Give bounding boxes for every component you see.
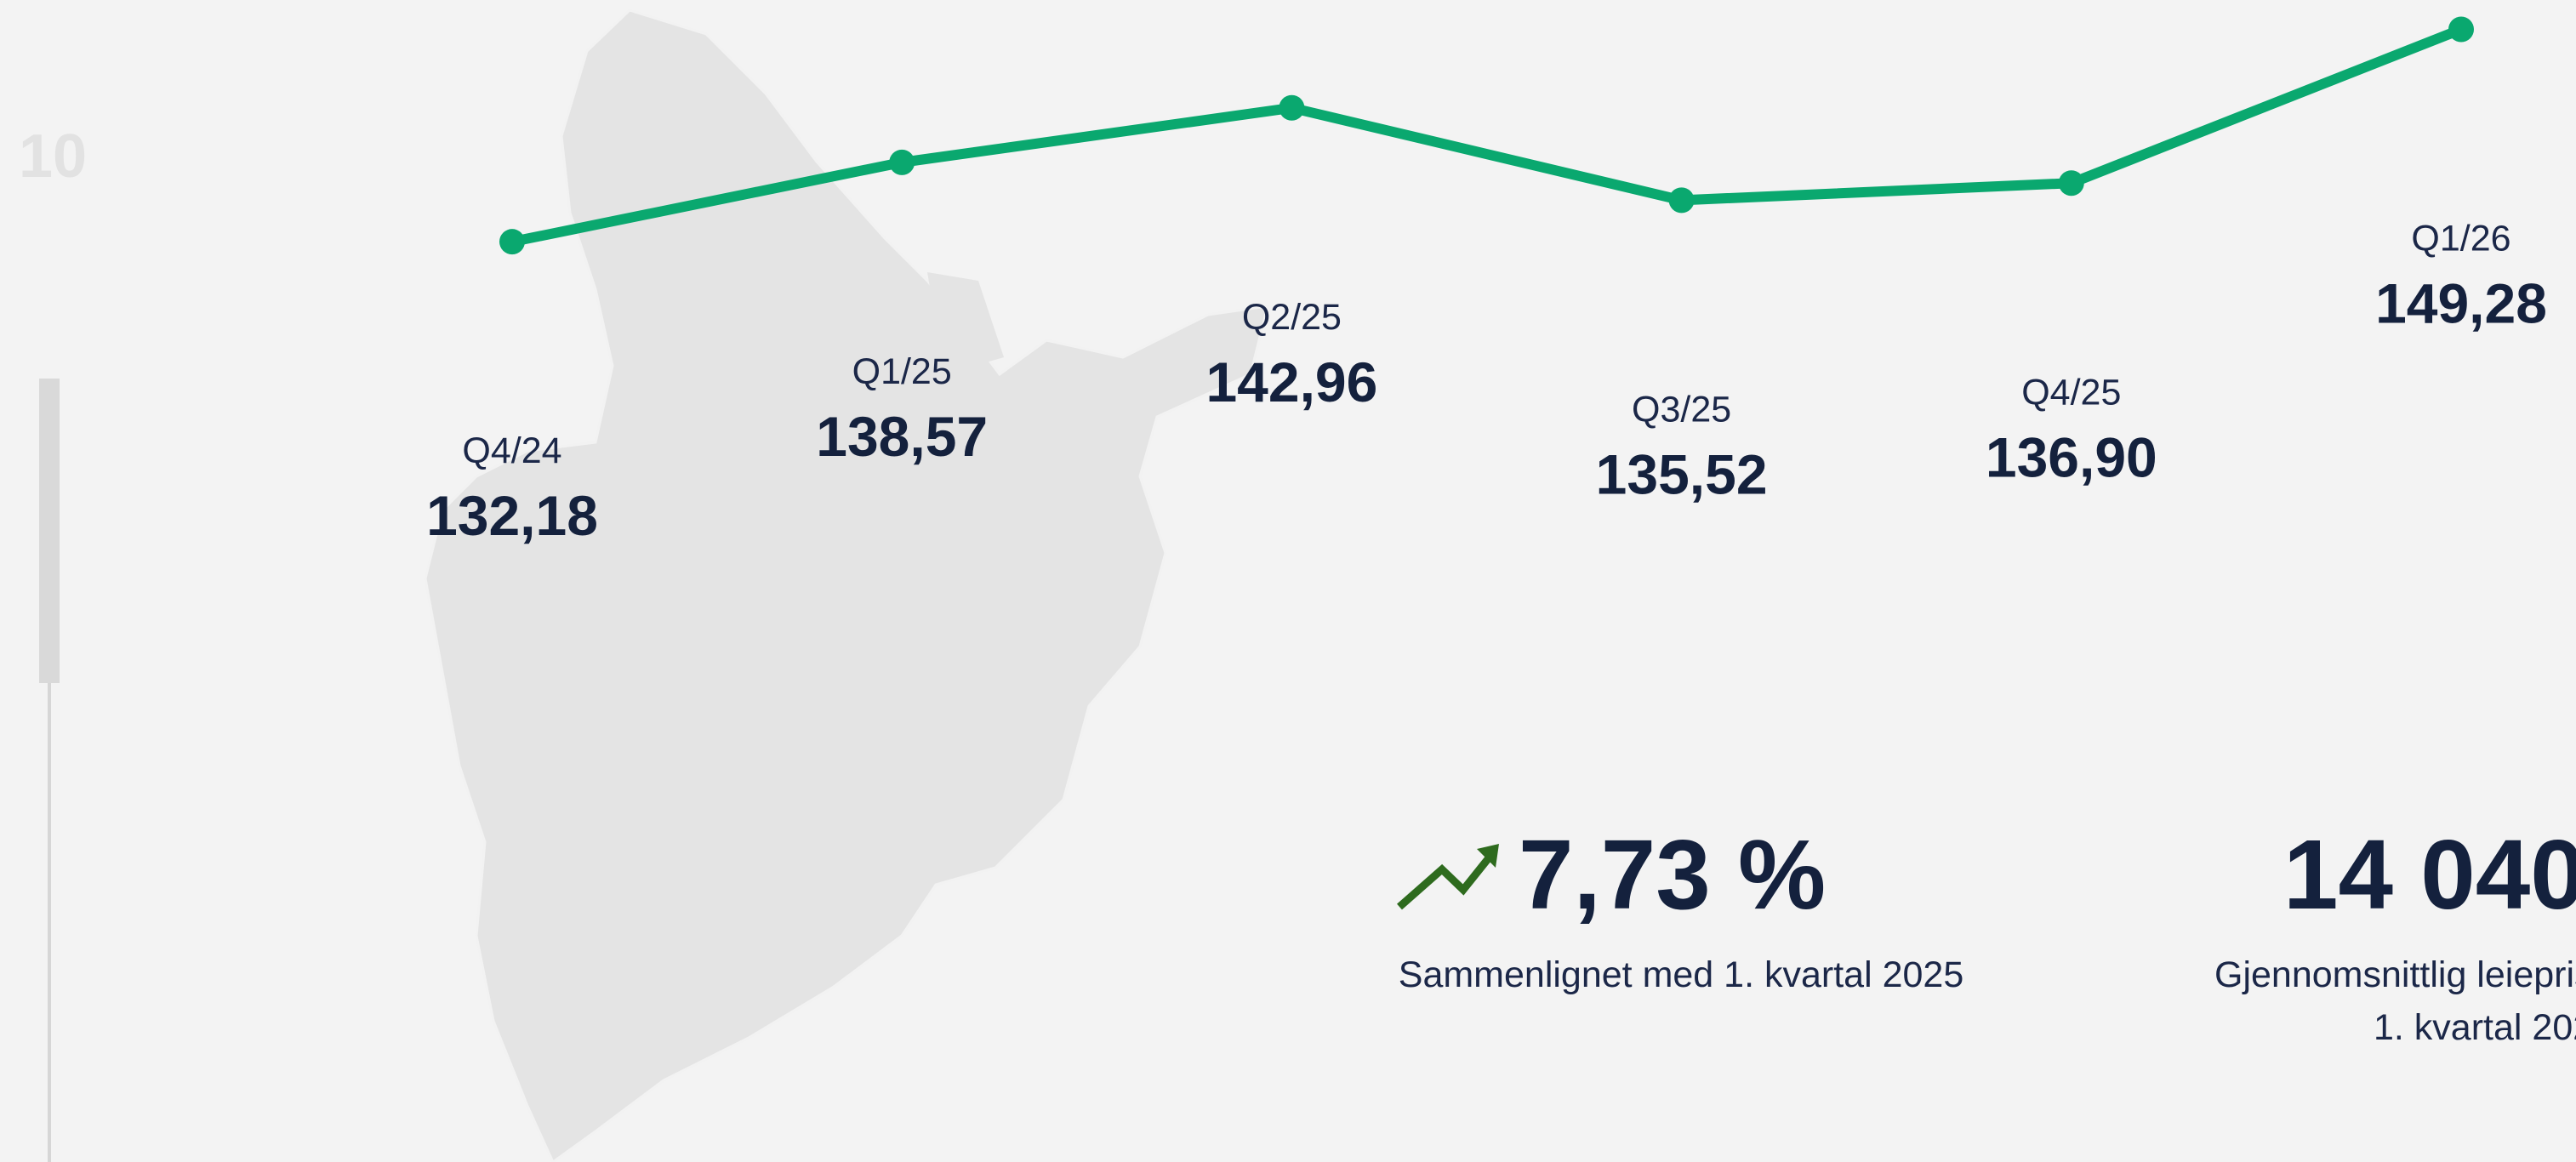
point bbox=[1279, 94, 1305, 121]
scroll-thumb bbox=[39, 379, 60, 683]
category-label: Q3/25 bbox=[1632, 389, 1731, 430]
value-label: 149,28 bbox=[2375, 272, 2547, 335]
stat-value: 14 040 bbox=[2283, 819, 2576, 930]
map-shape bbox=[927, 272, 1004, 374]
category-label: Q1/25 bbox=[852, 351, 952, 392]
stat-caption: 1. kvartal 2026 bbox=[2374, 1007, 2576, 1048]
map-shape bbox=[424, 9, 1269, 1162]
stat-caption: Sammenlignet med 1. kvartal 2025 bbox=[1399, 954, 1963, 995]
trend-icon bbox=[1397, 844, 1499, 910]
category-label: Q4/24 bbox=[462, 430, 561, 471]
line bbox=[510, 24, 2464, 248]
value-label: 135,52 bbox=[1596, 442, 1768, 505]
value-label: 142,96 bbox=[1205, 350, 1377, 413]
category-label: Q4/25 bbox=[2021, 372, 2121, 413]
stat-caption: Gjennomsnittlig leiepris bbox=[2214, 954, 2576, 995]
category-label: Q1/26 bbox=[2411, 219, 2510, 259]
point bbox=[1668, 187, 1695, 214]
point bbox=[889, 149, 915, 175]
page-number: 10 bbox=[19, 122, 87, 191]
stat-value: 7,73 % bbox=[1519, 819, 1826, 930]
value-label: 138,57 bbox=[816, 405, 988, 468]
point bbox=[2058, 170, 2084, 197]
point bbox=[499, 229, 525, 255]
point bbox=[2448, 16, 2474, 43]
value-label: 136,90 bbox=[1986, 425, 2157, 488]
category-label: Q2/25 bbox=[1242, 297, 1342, 338]
value-label: 132,18 bbox=[426, 484, 598, 547]
